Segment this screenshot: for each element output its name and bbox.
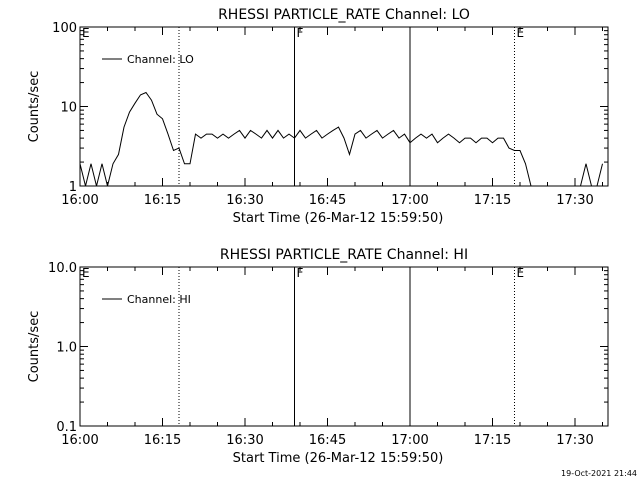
event-marker-label: E [82, 266, 90, 280]
x-tick-label: 16:45 [309, 433, 346, 448]
x-tick-label: 17:00 [391, 433, 428, 448]
x-tick-label: 17:30 [556, 193, 593, 208]
plot-frame [79, 26, 609, 187]
event-marker-label: E [517, 26, 525, 40]
x-tick-label: 17:15 [474, 193, 511, 208]
event-marker-label: E [517, 266, 525, 280]
y-tick-label: 10.0 [48, 261, 77, 276]
legend-label: Channel: HI [127, 293, 191, 306]
x-tick-label: 17:30 [556, 433, 593, 448]
series-line [79, 91, 603, 187]
y-tick-label: 100 [52, 21, 77, 36]
x-tick-label: 17:15 [474, 433, 511, 448]
x-tick-label: 16:00 [61, 193, 98, 208]
x-axis-label: Start Time (26-Mar-12 15:59:50) [233, 451, 444, 466]
event-marker-label: F [297, 26, 304, 40]
y-axis-label: Counts/sec [27, 311, 42, 383]
x-tick-label: 16:00 [61, 433, 98, 448]
x-tick-label: 16:30 [226, 433, 263, 448]
event-marker-label: F [297, 266, 304, 280]
chart-title: RHESSI PARTICLE_RATE Channel: HI [220, 247, 468, 263]
event-marker-label: E [82, 26, 90, 40]
y-tick-label: 1.0 [56, 341, 77, 356]
x-axis-label: Start Time (26-Mar-12 15:59:50) [233, 211, 444, 226]
y-axis-label: Counts/sec [27, 71, 42, 143]
y-tick-label: 0.1 [56, 420, 77, 435]
legend-label: Channel: LO [127, 53, 194, 66]
x-tick-label: 16:15 [144, 193, 181, 208]
chart-lo-channel: RHESSI PARTICLE_RATE Channel: LO 16:00 16:… [27, 7, 609, 226]
x-tick-label: 17:00 [391, 193, 428, 208]
y-tick-label: 10 [60, 101, 77, 116]
footer-timestamp: 19-Oct-2021 21:44 [561, 469, 637, 478]
x-tick-label: 16:30 [226, 193, 263, 208]
x-tick-label: 16:15 [144, 433, 181, 448]
chart-hi-channel: RHESSI PARTICLE_RATE Channel: HI 16:00 16:… [27, 247, 609, 466]
chart-title: RHESSI PARTICLE_RATE Channel: LO [218, 7, 470, 23]
x-tick-label: 16:45 [309, 193, 346, 208]
y-tick-label: 1 [69, 180, 77, 195]
plot-frame [79, 266, 609, 427]
